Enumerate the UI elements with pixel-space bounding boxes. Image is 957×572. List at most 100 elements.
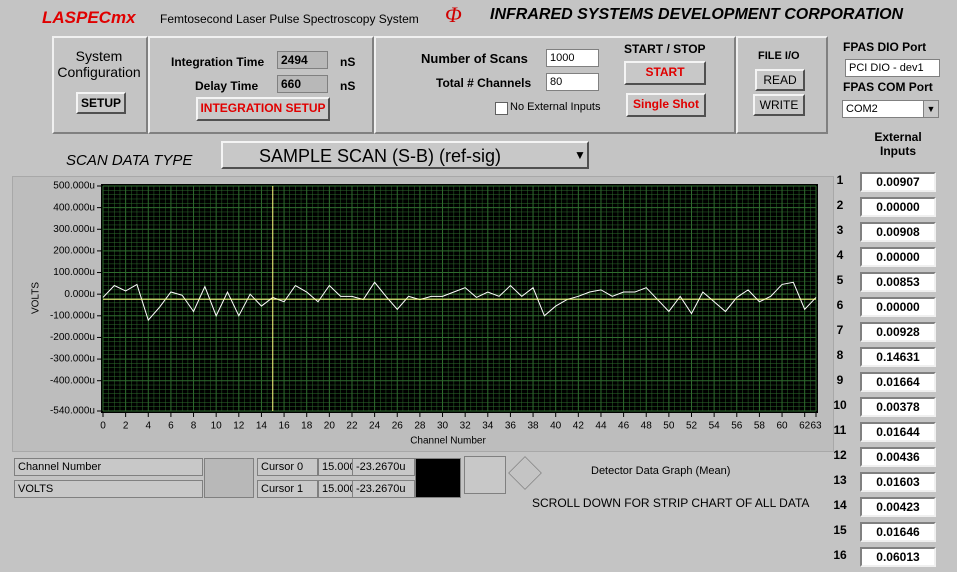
integration-label: Integration Time bbox=[171, 55, 265, 69]
scan-type-select[interactable]: SAMPLE SCAN (S-B) (ref-sig) bbox=[221, 141, 589, 169]
input-value: 0.01603 bbox=[860, 472, 936, 492]
setup-button[interactable]: SETUP bbox=[76, 92, 126, 114]
cursor-0-x: 15.000 bbox=[318, 458, 356, 476]
system-label: System Configuration bbox=[57, 48, 141, 80]
x-tick-label: 2 bbox=[123, 421, 129, 432]
input-index: 7 bbox=[836, 323, 844, 337]
checkbox-label: No External Inputs bbox=[510, 101, 601, 113]
input-value: 0.00423 bbox=[860, 497, 936, 517]
x-tick-label: 63 bbox=[810, 421, 822, 432]
input-index: 5 bbox=[836, 273, 844, 287]
x-tick-label: 56 bbox=[731, 421, 743, 432]
cursor-1-name: Cursor 1 bbox=[257, 480, 318, 498]
input-index: 8 bbox=[836, 348, 844, 362]
input-index: 10 bbox=[833, 398, 847, 412]
integration-value: 2494 bbox=[277, 51, 328, 69]
start-stop-label: START / STOP bbox=[624, 42, 706, 56]
x-tick-label: 46 bbox=[618, 421, 630, 432]
cursor-style[interactable] bbox=[415, 458, 461, 498]
x-tick-label: 18 bbox=[301, 421, 313, 432]
app-subtitle: Femtosecond Laser Pulse Spectroscopy Sys… bbox=[160, 12, 419, 26]
x-tick-label: 50 bbox=[663, 421, 675, 432]
input-value: 0.00928 bbox=[860, 322, 936, 342]
delay-value: 660 bbox=[277, 75, 328, 93]
y-tick-label: -100.000u bbox=[50, 310, 95, 321]
x-tick-label: 48 bbox=[641, 421, 653, 432]
logo: Φ bbox=[445, 2, 462, 27]
input-index: 13 bbox=[833, 473, 847, 487]
y-tick-label: 100.000u bbox=[53, 267, 95, 278]
y-tick-label: 0.000u bbox=[64, 289, 95, 300]
cursor-0-name: Cursor 0 bbox=[257, 458, 318, 476]
x-tick-label: 4 bbox=[145, 421, 151, 432]
x-tick-label: 62 bbox=[799, 421, 811, 432]
input-index: 1 bbox=[836, 173, 844, 187]
input-value: 0.00000 bbox=[860, 247, 936, 267]
y-axis-title: VOLTS bbox=[31, 282, 42, 314]
x-axis-title: Channel Number bbox=[410, 436, 486, 447]
integration-setup-button[interactable]: INTEGRATION SETUP bbox=[196, 97, 330, 121]
input-value: 0.01646 bbox=[860, 522, 936, 542]
x-tick-label: 0 bbox=[100, 421, 106, 432]
delay-label: Delay Time bbox=[195, 79, 259, 93]
x-tick-label: 16 bbox=[279, 421, 291, 432]
input-index: 12 bbox=[833, 448, 847, 462]
x-tick-label: 38 bbox=[528, 421, 540, 432]
com-value[interactable]: COM2 bbox=[842, 100, 927, 118]
input-value: 0.01644 bbox=[860, 422, 936, 442]
y-tick-label: 500.000u bbox=[53, 181, 95, 192]
external-title: External Inputs bbox=[874, 130, 922, 158]
checkbox[interactable] bbox=[495, 102, 508, 115]
input-index: 3 bbox=[836, 223, 844, 237]
input-value: 0.00436 bbox=[860, 447, 936, 467]
input-value: 0.00853 bbox=[860, 272, 936, 292]
y-tick-label: 200.000u bbox=[53, 246, 95, 257]
input-value: 0.00000 bbox=[860, 297, 936, 317]
x-tick-label: 14 bbox=[256, 421, 268, 432]
scale-controls[interactable] bbox=[204, 458, 254, 498]
scans-value[interactable]: 1000 bbox=[546, 49, 599, 67]
x-tick-label: 52 bbox=[686, 421, 698, 432]
write-button[interactable]: WRITE bbox=[753, 94, 805, 116]
x-tick-label: 10 bbox=[211, 421, 223, 432]
x-tick-label: 12 bbox=[233, 421, 245, 432]
input-index: 9 bbox=[836, 373, 844, 387]
app-name: LASPECmx bbox=[42, 8, 136, 27]
start-button[interactable]: START bbox=[624, 61, 706, 85]
x-tick-label: 30 bbox=[437, 421, 449, 432]
x-tick-label: 22 bbox=[346, 421, 358, 432]
input-index: 6 bbox=[836, 298, 844, 312]
graph-tools[interactable] bbox=[464, 456, 506, 494]
x-tick-label: 44 bbox=[595, 421, 607, 432]
input-index: 11 bbox=[833, 423, 847, 437]
input-value: 0.01664 bbox=[860, 372, 936, 392]
file-io-label: FILE I/O bbox=[758, 50, 800, 62]
input-value: 0.14631 bbox=[860, 347, 936, 367]
channels-value[interactable]: 80 bbox=[546, 73, 599, 91]
single-shot-button[interactable]: Single Shot bbox=[626, 93, 706, 117]
dio-value[interactable]: PCI DIO - dev1 bbox=[845, 59, 940, 77]
y-tick-label: -540.000u bbox=[50, 406, 95, 417]
read-button[interactable]: READ bbox=[755, 69, 805, 91]
y-tick-label: -400.000u bbox=[50, 375, 95, 386]
channels-label: Total # Channels bbox=[436, 76, 532, 90]
cursor-0-y: -23.2670u bbox=[352, 458, 415, 476]
cursor-1-x: 15.000 bbox=[318, 480, 356, 498]
system-panel bbox=[52, 36, 148, 134]
dropdown-arrow: ▼ bbox=[574, 148, 586, 162]
y-tick-label: -200.000u bbox=[50, 332, 95, 343]
cursor-1-y: -23.2670u bbox=[352, 480, 415, 498]
com-label: FPAS COM Port bbox=[843, 80, 933, 94]
com-dropdown[interactable]: ▼ bbox=[923, 100, 939, 118]
x-tick-label: 28 bbox=[414, 421, 426, 432]
x-tick-label: 36 bbox=[505, 421, 517, 432]
delay-unit: nS bbox=[340, 79, 356, 93]
x-tick-label: 26 bbox=[392, 421, 404, 432]
input-value: 0.00378 bbox=[860, 397, 936, 417]
data-line bbox=[102, 281, 817, 322]
x-tick-label: 40 bbox=[550, 421, 562, 432]
x-tick-label: 60 bbox=[776, 421, 788, 432]
x-tick-label: 32 bbox=[460, 421, 472, 432]
